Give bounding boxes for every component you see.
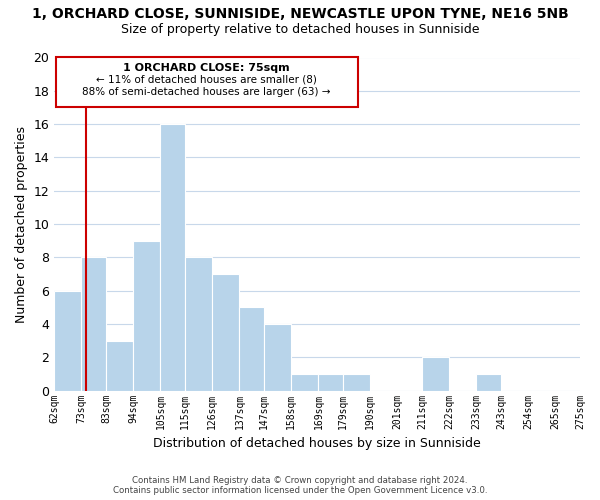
Bar (422, 358, 449, 390)
Text: 1, ORCHARD CLOSE, SUNNISIDE, NEWCASTLE UPON TYNE, NE16 5NB: 1, ORCHARD CLOSE, SUNNISIDE, NEWCASTLE U… (32, 8, 568, 22)
Text: Size of property relative to detached houses in Sunniside: Size of property relative to detached ho… (121, 22, 479, 36)
Bar (160, 124, 185, 390)
Bar (54, 290, 82, 390)
Bar (133, 240, 160, 390)
Bar (476, 374, 501, 390)
Bar (264, 324, 291, 390)
Bar (239, 308, 264, 390)
Text: Contains HM Land Registry data © Crown copyright and database right 2024.
Contai: Contains HM Land Registry data © Crown c… (113, 476, 487, 495)
Bar (185, 258, 212, 390)
X-axis label: Distribution of detached houses by size in Sunniside: Distribution of detached houses by size … (153, 437, 481, 450)
Text: 88% of semi-detached houses are larger (63) →: 88% of semi-detached houses are larger (… (82, 86, 331, 97)
Bar (291, 374, 319, 390)
Bar (106, 340, 133, 390)
Text: 1 ORCHARD CLOSE: 75sqm: 1 ORCHARD CLOSE: 75sqm (124, 64, 290, 74)
Y-axis label: Number of detached properties: Number of detached properties (15, 126, 28, 322)
Bar (343, 374, 370, 390)
Bar (82, 258, 106, 390)
Text: ← 11% of detached houses are smaller (8): ← 11% of detached houses are smaller (8) (96, 75, 317, 85)
Bar (212, 274, 239, 390)
FancyBboxPatch shape (56, 58, 358, 108)
Bar (319, 374, 343, 390)
